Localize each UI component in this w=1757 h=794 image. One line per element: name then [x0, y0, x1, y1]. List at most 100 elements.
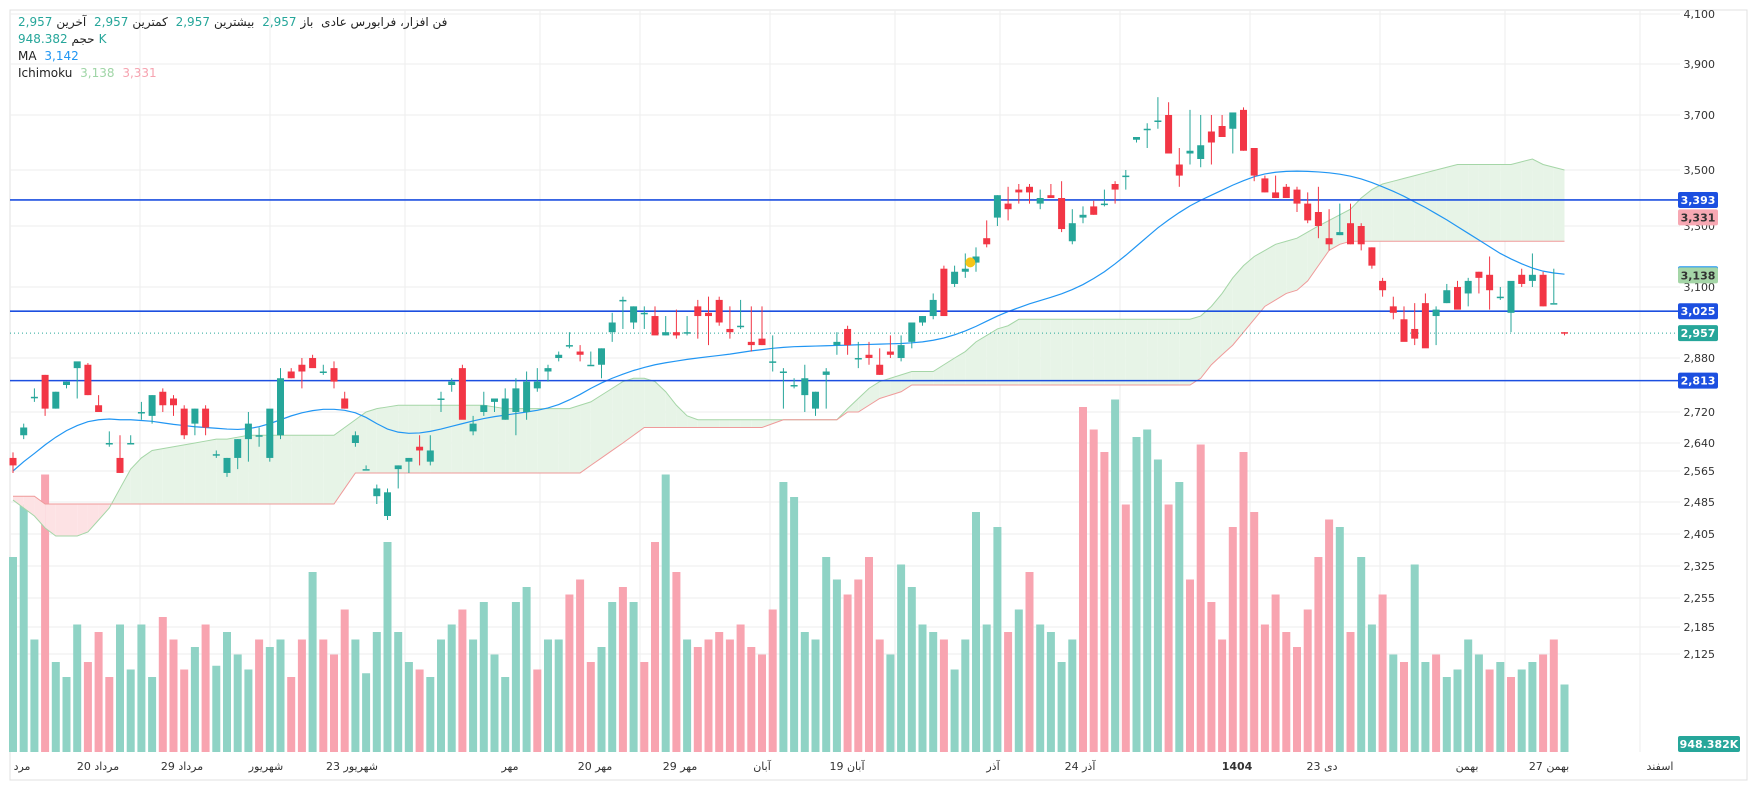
candle-body[interactable]: [533, 381, 541, 389]
candle-body[interactable]: [876, 364, 884, 375]
candle-body[interactable]: [287, 371, 295, 379]
candle-body[interactable]: [20, 427, 28, 436]
event-marker[interactable]: [965, 257, 976, 268]
candle-body[interactable]: [758, 338, 766, 346]
candle-body[interactable]: [426, 450, 434, 462]
candle-body[interactable]: [1518, 274, 1526, 284]
candle-body[interactable]: [1036, 198, 1044, 204]
candle-body[interactable]: [1143, 128, 1151, 131]
legend-volume-label[interactable]: حجم: [71, 32, 95, 46]
candle-body[interactable]: [330, 368, 338, 382]
candle-body[interactable]: [1304, 203, 1312, 221]
candle-body[interactable]: [1154, 120, 1162, 123]
candle-body[interactable]: [1100, 203, 1108, 206]
x-axis[interactable]: مرد 20 مرداد 29 مرداد شهریور 23 شهریور مهر 20 …: [14, 759, 1674, 773]
candle-body[interactable]: [1475, 271, 1483, 278]
legend-symbol[interactable]: فن افزار، فرابورس عادی: [321, 15, 448, 29]
candle-body[interactable]: [95, 405, 103, 412]
candle-body[interactable]: [769, 361, 777, 363]
candle-body[interactable]: [266, 408, 274, 458]
candle-body[interactable]: [137, 412, 145, 414]
candle-body[interactable]: [812, 391, 819, 409]
candle-body[interactable]: [886, 351, 894, 355]
candle-body[interactable]: [619, 299, 627, 302]
candle-body[interactable]: [726, 328, 734, 333]
candle-body[interactable]: [587, 364, 595, 367]
candle-body[interactable]: [715, 299, 723, 323]
candle-body[interactable]: [833, 341, 841, 346]
candle-body[interactable]: [1443, 290, 1451, 304]
candle-body[interactable]: [1175, 164, 1183, 176]
candle-body[interactable]: [491, 398, 498, 402]
candle-body[interactable]: [565, 345, 573, 347]
horizontal-lines[interactable]: [10, 199, 1690, 382]
candle-body[interactable]: [84, 364, 92, 396]
candle-body[interactable]: [480, 405, 488, 412]
candle-body[interactable]: [63, 381, 70, 385]
candle-body[interactable]: [73, 361, 81, 369]
candle-body[interactable]: [630, 306, 638, 323]
candle-body[interactable]: [983, 238, 991, 245]
candle-body[interactable]: [180, 408, 188, 436]
legend-ma-label[interactable]: MA: [18, 49, 37, 63]
candle-body[interactable]: [384, 492, 391, 516]
candle-body[interactable]: [127, 443, 135, 445]
candle-body[interactable]: [362, 469, 370, 471]
candle-body[interactable]: [1325, 238, 1333, 245]
candle-body[interactable]: [705, 312, 712, 317]
candle-body[interactable]: [437, 398, 445, 401]
candle-body[interactable]: [747, 341, 755, 346]
candle-body[interactable]: [1165, 115, 1173, 154]
candle-body[interactable]: [1550, 303, 1558, 305]
candle-body[interactable]: [1218, 126, 1226, 137]
candle-body[interactable]: [1528, 274, 1536, 281]
candle-body[interactable]: [1486, 274, 1494, 291]
candle-body[interactable]: [608, 322, 616, 333]
candle-body[interactable]: [1068, 223, 1076, 242]
candle-body[interactable]: [1122, 175, 1130, 178]
candle-body[interactable]: [105, 443, 113, 445]
candle-body[interactable]: [844, 328, 852, 346]
legend-ichimoku-label[interactable]: Ichimoku: [18, 66, 73, 80]
candle-body[interactable]: [1379, 280, 1387, 291]
candle-body[interactable]: [212, 454, 220, 456]
candle-body[interactable]: [993, 195, 1001, 218]
candle-body[interactable]: [202, 408, 210, 428]
candle-body[interactable]: [244, 423, 252, 440]
candle-body[interactable]: [1336, 232, 1344, 236]
candle-body[interactable]: [672, 332, 680, 336]
candle-body[interactable]: [1111, 184, 1119, 190]
candle-body[interactable]: [929, 299, 937, 317]
candle-body[interactable]: [683, 332, 691, 334]
candle-body[interactable]: [865, 354, 873, 358]
candle-body[interactable]: [1454, 287, 1461, 310]
candle-body[interactable]: [555, 354, 563, 358]
candle-body[interactable]: [309, 358, 317, 369]
candle-body[interactable]: [1004, 203, 1012, 210]
candle-body[interactable]: [341, 398, 349, 409]
candle-body[interactable]: [694, 306, 702, 317]
candle-body[interactable]: [1090, 206, 1098, 215]
candle-body[interactable]: [1496, 296, 1504, 299]
candle-body[interactable]: [52, 391, 60, 409]
candle-body[interactable]: [790, 385, 798, 387]
candle-body[interactable]: [170, 398, 177, 406]
candle-body[interactable]: [919, 316, 926, 323]
candle-body[interactable]: [1411, 328, 1419, 339]
candle-body[interactable]: [1293, 189, 1301, 204]
candle-body[interactable]: [1464, 280, 1472, 294]
candle-body[interactable]: [1507, 280, 1515, 313]
candle-body[interactable]: [1133, 137, 1140, 140]
candle-body[interactable]: [458, 368, 466, 420]
candle-body[interactable]: [448, 381, 456, 385]
candle-body[interactable]: [512, 388, 520, 412]
candle-body[interactable]: [9, 457, 17, 466]
candle-body[interactable]: [1207, 131, 1215, 143]
candle-body[interactable]: [951, 271, 959, 284]
candle-body[interactable]: [1539, 274, 1547, 307]
candle-body[interactable]: [1272, 192, 1280, 198]
candle-body[interactable]: [159, 391, 167, 406]
candle-body[interactable]: [1421, 303, 1429, 349]
candle-body[interactable]: [801, 378, 809, 396]
